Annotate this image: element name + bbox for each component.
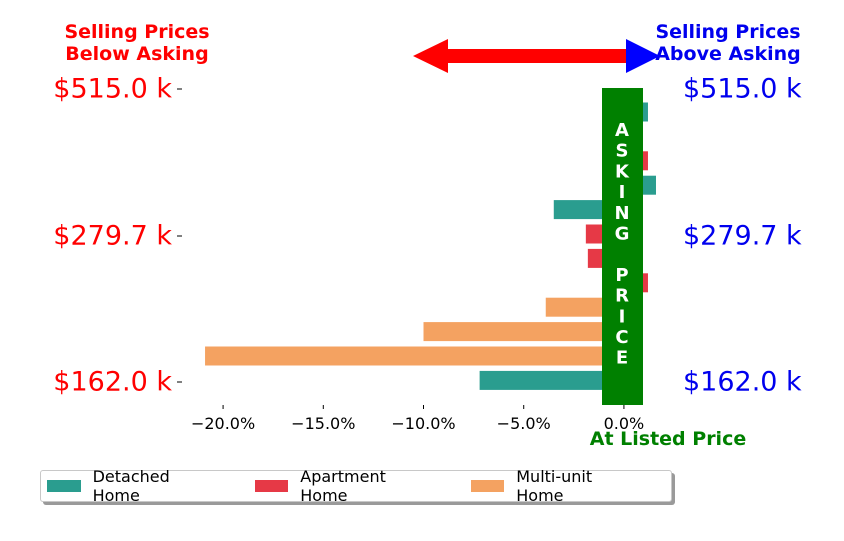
legend-swatch [470, 480, 505, 492]
asking-price-letter: R [615, 286, 629, 307]
asking-price-letter: S [616, 141, 629, 162]
below-asking-title-line-2: Below Asking [65, 43, 208, 65]
arrow-head-left [413, 39, 448, 73]
bar [479, 370, 624, 390]
below-asking-title: Selling Prices Below Asking [64, 21, 209, 65]
left-price-label: $515.0 k [53, 74, 172, 105]
at-listed-price-label: At Listed Price [590, 428, 746, 450]
arrow-head-right [626, 39, 660, 73]
bars-group [205, 102, 656, 390]
x-axis-ticks: −20.0% −15.0% −10.0% −5.0% 0.0% [191, 405, 644, 433]
legend-item: Apartment Home [254, 467, 437, 505]
right-price-label: $279.7 k [683, 221, 802, 252]
right-price-label: $162.0 k [683, 367, 802, 398]
legend-label: Apartment Home [300, 467, 386, 505]
left-price-labels: $515.0 k $279.7 k $162.0 k [53, 74, 182, 398]
double-arrow [413, 39, 660, 73]
bar [423, 322, 624, 342]
legend-item: Detached Home [47, 467, 221, 505]
bar [205, 346, 624, 366]
asking-price-letter: P [615, 265, 628, 286]
legend-label: Multi-unit Home [516, 467, 593, 505]
right-price-label: $515.0 k [683, 74, 802, 105]
asking-price-letter: I [619, 182, 626, 203]
arrow-shaft [446, 49, 636, 63]
x-tick-label: −5.0% [497, 414, 551, 433]
x-tick-label: −10.0% [391, 414, 455, 433]
right-price-labels: $515.0 k $279.7 k $162.0 k [683, 74, 802, 398]
asking-price-bar [602, 88, 643, 405]
asking-price-letter: A [615, 120, 629, 141]
legend: Detached Home Apartment Home Multi-unit Ho… [40, 467, 672, 505]
asking-price-letter: K [615, 161, 630, 182]
below-asking-title-line-1: Selling Prices [64, 21, 209, 43]
legend-item: Multi-unit Home [470, 467, 643, 505]
left-price-label: $279.7 k [53, 221, 172, 252]
above-asking-title-line-2: Above Asking [655, 43, 801, 65]
legend-label: Detached Home [92, 467, 170, 505]
asking-price-letter: N [614, 203, 629, 224]
legend-swatch [47, 480, 81, 492]
x-tick-label: 0.0% [604, 414, 645, 433]
above-asking-title-line-1: Selling Prices [655, 21, 800, 43]
x-tick-label: −15.0% [291, 414, 355, 433]
asking-price-letter: G [615, 224, 630, 245]
asking-price-letter: C [615, 327, 628, 348]
legend-swatch [254, 480, 289, 492]
left-price-label: $162.0 k [53, 367, 172, 398]
x-tick-label: −20.0% [191, 414, 255, 433]
above-asking-title: Selling Prices Above Asking [655, 21, 801, 65]
asking-price-letter: E [616, 348, 628, 369]
asking-price-letter: I [619, 306, 626, 327]
